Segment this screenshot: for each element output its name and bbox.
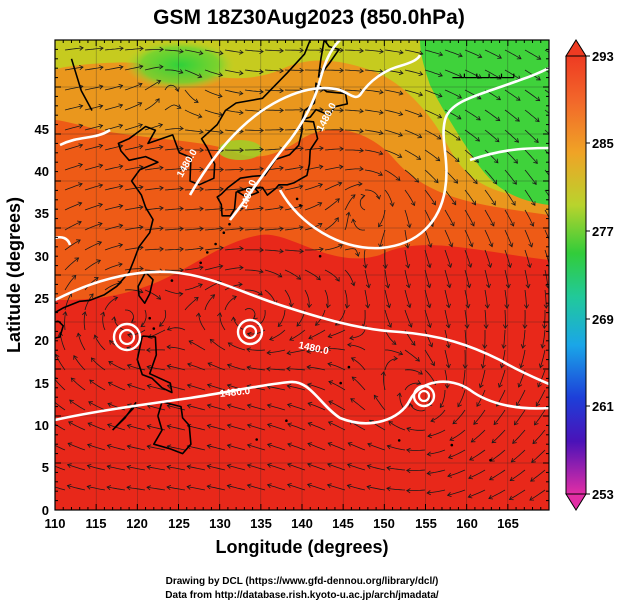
streamline-arrowhead [51,399,55,403]
x-tick-label: 115 [86,516,107,531]
streamline-arrowhead [551,201,555,205]
streamline-arrowhead [552,180,556,184]
x-tick-label: 155 [415,516,437,531]
colorbar-ticks [586,56,590,494]
map-title: GSM 18Z30Aug2023 (850.0hPa) [153,6,465,29]
streamline-arrowhead [50,421,54,425]
streamline-arrowhead [556,97,560,101]
island-dot [285,419,288,422]
island-dot [299,204,302,207]
island-dot [171,279,174,282]
y-tick-label: 25 [35,291,49,306]
y-axis-tick-labels: 0 5 10 15 20 25 30 35 40 45 [35,122,49,518]
x-tick-label: 125 [168,516,190,531]
y-tick-label: 30 [35,249,49,264]
streamline-arrowhead [554,139,558,143]
colorbar-tick-label: 285 [592,136,614,151]
y-tick-label: 0 [42,503,49,518]
streamline-arrowhead [49,442,53,446]
island-dot [558,442,561,445]
island-dot [319,255,322,258]
colorbar-tick-labels: 293 285 277 269 261 253 [592,49,614,502]
island-dot [228,223,231,226]
x-tick-label: 140 [291,516,313,531]
y-tick-label: 10 [35,418,49,433]
y-tick-label: 40 [35,164,49,179]
colorbar-tick-label: 261 [592,399,614,414]
x-tick-label: 130 [209,516,231,531]
island-dot [296,198,299,201]
y-tick-label: 15 [35,376,49,391]
island-dot [489,459,492,462]
x-axis-label: Longitude (degrees) [215,537,388,557]
island-dot [255,438,258,441]
colorbar-tick-label: 269 [592,312,614,327]
island-dot [348,366,351,369]
island-dot [153,327,156,330]
island-dot [451,444,454,447]
island-dot [148,317,151,320]
streamline-arrowhead [48,484,52,488]
x-axis-tick-labels: 110 115 120 125 130 135 140 145 150 155 … [45,516,519,531]
island-dot [214,243,217,246]
streamline [325,70,343,71]
x-tick-label: 120 [126,516,148,531]
x-tick-label: 160 [456,516,478,531]
colorbar-tick-label: 253 [592,487,614,502]
x-tick-label: 145 [332,516,354,531]
x-tick-label: 135 [250,516,272,531]
streamline-arrowhead [555,118,559,122]
y-tick-label: 20 [35,333,49,348]
island-dot [206,251,209,254]
y-tick-label: 45 [35,122,49,137]
island-dot [339,382,342,385]
plot-area: 1480.0 1480.0 1480.0 1480.0 1480.0 [15,40,561,510]
credit-drawing: Drawing by DCL (https://www.gfd-dennou.o… [166,576,439,587]
x-tick-label: 150 [373,516,395,531]
streamline-arrowhead [550,222,554,226]
island-dot [398,439,401,442]
colorbar: 293 285 277 269 261 253 [566,40,614,510]
colorbar-top-arrow [566,40,586,56]
colorbar-tick-label: 293 [592,49,614,64]
colorbar-tick-label: 277 [592,224,614,239]
island-dot [223,231,226,234]
y-tick-label: 35 [35,206,49,221]
y-axis-label: Latitude (degrees) [4,197,24,353]
streamline-arrowhead [556,76,560,80]
colorbar-scale [566,56,586,494]
colorbar-bottom-arrow [566,494,586,510]
credit-data: Data from http://database.rish.kyoto-u.a… [165,590,439,601]
x-tick-label: 110 [45,516,66,531]
streamline-arrowhead [553,159,557,163]
x-tick-label: 165 [497,516,519,531]
streamline-arrowhead [557,56,561,60]
y-tick-label: 5 [42,460,49,475]
island-dot [199,262,202,265]
